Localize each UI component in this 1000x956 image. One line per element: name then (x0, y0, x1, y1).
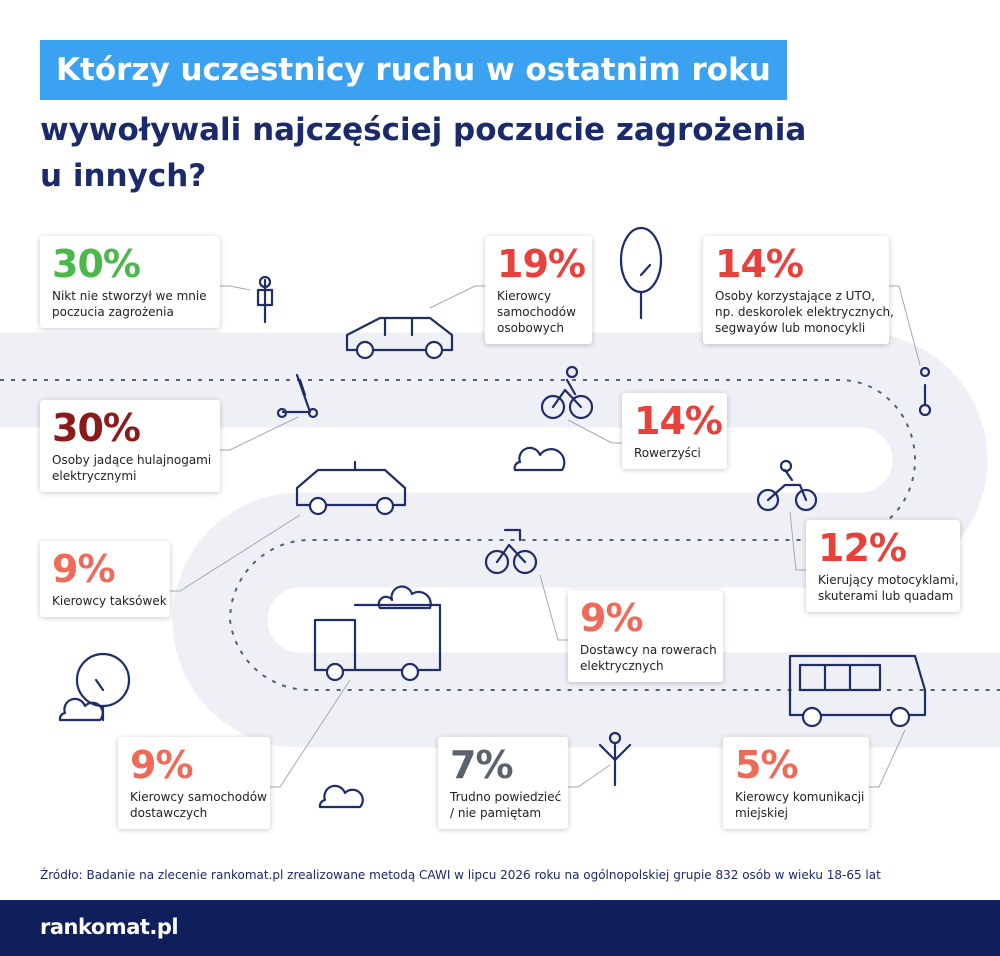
card: 9% Dostawcy na rowerach elektrycznych (568, 590, 723, 682)
card: 9% Kierowcy samochodów dostawczych (118, 737, 270, 829)
label-line: np. deskorolek elektrycznych, (715, 305, 894, 319)
percent: 9% (580, 596, 644, 640)
label-line: elektrycznymi (52, 469, 137, 483)
bike-icon (551, 378, 583, 409)
percent: 30% (52, 242, 141, 286)
label-line: Kierowcy taksówek (52, 594, 167, 608)
card: 5% Kierowcy komunikacji miejskiej (723, 737, 869, 829)
label-line: segwayów lub monocykli (715, 321, 866, 335)
label-line: Trudno powiedzieć (450, 790, 562, 804)
label-line: Dostawcy na rowerach (580, 643, 717, 657)
title-highlight: Którzy uczestnicy ruchu w ostatnim roku (40, 40, 787, 100)
label-line: Osoby korzystające z UTO, (715, 289, 876, 303)
card: 7% Trudno powiedzieć / nie pamiętam (438, 737, 568, 829)
percent: 7% (450, 743, 514, 787)
cloud-icon-3 (58, 697, 104, 722)
label-line: Kierowcy komunikacji (735, 790, 865, 804)
label-line: Rowerzyści (634, 446, 701, 460)
label-line: dostawczych (130, 806, 208, 820)
road-markings (0, 379, 1000, 692)
title-line: u innych? (40, 158, 207, 194)
percent: 5% (735, 743, 799, 787)
icons (58, 226, 932, 809)
cloud-icon (513, 446, 566, 472)
title-line: wywoływali najczęściej poczucie zagrożen… (40, 112, 807, 148)
cloud-icon-4 (377, 585, 432, 610)
percent: 9% (52, 547, 116, 591)
footer: rankomat.pl (0, 900, 1000, 956)
logo: rankomat.pl (40, 915, 179, 939)
car-icon (345, 316, 454, 352)
truck-icon (313, 603, 442, 672)
label-line: elektrycznych (580, 659, 664, 673)
label-line: Kierowcy samochodów (130, 790, 267, 804)
tree-icon (639, 263, 652, 320)
source: Źródło: Badanie na zlecenie rankomat.pl … (40, 868, 881, 882)
percent: 30% (52, 406, 141, 450)
percent: 9% (130, 743, 194, 787)
card: 19% Kierowcy samochodów osobowych (485, 236, 592, 344)
label-line: Nikt nie stworzył we mnie (52, 289, 207, 303)
card: 12% Kierujący motocyklami, skuterami lub q… (806, 520, 960, 612)
label-line: / nie pamiętam (450, 806, 542, 820)
card: 14% Osoby korzystające z UTO, np. deskorol… (703, 236, 894, 344)
percent: 19% (497, 242, 586, 286)
label-line: Kierowcy (497, 289, 552, 303)
percent: 14% (634, 399, 723, 443)
percent: 12% (818, 526, 907, 570)
card: 14% Rowerzyści (622, 393, 727, 469)
label-line: Osoby jadące hulajnogami (52, 453, 212, 467)
label-line: osobowych (497, 321, 565, 335)
percent: 14% (715, 242, 804, 286)
label-line: skuterami lub quadam (818, 589, 954, 603)
label-line: Kierujący motocyklami, (818, 573, 959, 587)
delivery-bike-icon (495, 528, 527, 564)
label-line: samochodów (497, 305, 576, 319)
cloud-icon-2 (318, 784, 364, 809)
label-line: miejskiej (735, 806, 788, 820)
taxi-icon (295, 460, 407, 507)
card: 30% Nikt nie stworzył we mnie poczucia zag… (40, 236, 220, 328)
bus-icon (788, 654, 927, 717)
shrug-icon (598, 743, 632, 787)
label-line: poczucia zagrożenia (52, 305, 174, 319)
card: 9% Kierowcy taksówek (40, 541, 170, 617)
card: 30% Osoby jadące hulajnogami elektrycznymi (40, 400, 220, 492)
background (0, 226, 1000, 809)
